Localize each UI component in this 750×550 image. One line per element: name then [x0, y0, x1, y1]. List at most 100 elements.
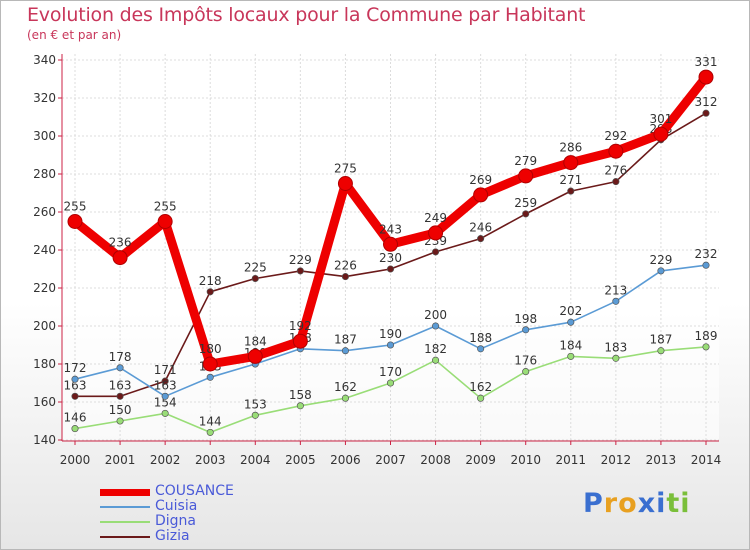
- data-label-cousance: 180: [199, 342, 222, 356]
- data-point-cuisia: [567, 318, 575, 326]
- data-point-gizia: [251, 274, 259, 283]
- data-point-cuisia: [116, 364, 124, 372]
- data-label-cuisia: 232: [695, 247, 718, 261]
- data-label-digna: 176: [514, 354, 537, 368]
- data-point-cousance: [383, 236, 398, 252]
- data-point-cousance: [112, 250, 128, 266]
- data-point-cousance: [518, 168, 534, 184]
- x-tick-label: 2000: [60, 453, 91, 467]
- y-tick-label: 140: [33, 433, 56, 447]
- data-point-gizia: [477, 235, 485, 243]
- logo-letter: x: [637, 488, 657, 519]
- data-point-cousance: [608, 143, 624, 159]
- data-point-gizia: [296, 267, 304, 275]
- data-label-digna: 158: [289, 388, 312, 402]
- data-point-cuisia: [341, 347, 349, 355]
- data-point-cousance: [428, 225, 444, 241]
- x-tick-label: 2007: [375, 453, 406, 467]
- data-label-digna: 146: [64, 411, 87, 425]
- data-label-digna: 189: [695, 329, 718, 343]
- data-label-digna: 154: [154, 395, 177, 409]
- y-tick-label: 160: [33, 395, 56, 409]
- data-point-digna: [477, 394, 485, 402]
- data-point-gizia: [522, 210, 530, 218]
- data-point-digna: [386, 379, 395, 387]
- data-label-cousance: 255: [154, 200, 177, 214]
- data-point-cousance: [698, 69, 714, 85]
- data-point-digna: [432, 356, 440, 364]
- data-label-cousance: 286: [559, 141, 582, 155]
- logo-letter: t: [666, 488, 681, 519]
- legend-swatch-cuisia: [100, 506, 150, 508]
- y-tick-label: 180: [33, 357, 56, 371]
- data-label-gizia: 276: [604, 164, 627, 178]
- x-tick-label: 2014: [691, 453, 722, 467]
- legend-swatch-digna: [100, 521, 150, 523]
- data-point-cuisia: [522, 326, 530, 334]
- data-point-gizia: [161, 377, 169, 385]
- data-point-cuisia: [432, 322, 440, 330]
- data-point-gizia: [341, 273, 349, 281]
- chart-title: Evolution des Impôts locaux pour la Comm…: [27, 4, 586, 26]
- data-point-cousance: [337, 176, 353, 191]
- y-tick-label: 280: [33, 167, 56, 181]
- x-tick-label: 2005: [285, 453, 316, 467]
- data-label-gizia: 312: [695, 95, 718, 109]
- data-label-gizia: 163: [64, 378, 87, 392]
- x-tick-label: 2008: [420, 453, 451, 467]
- data-point-digna: [296, 402, 304, 410]
- data-point-cuisia: [702, 261, 710, 269]
- data-point-gizia: [702, 109, 710, 117]
- data-label-cuisia: 178: [109, 350, 132, 364]
- data-point-cousance: [247, 348, 263, 364]
- data-label-digna: 170: [379, 365, 402, 379]
- data-label-gizia: 246: [469, 221, 492, 235]
- data-label-cousance: 236: [109, 236, 132, 250]
- y-tick-label: 320: [33, 91, 56, 105]
- data-label-cousance: 255: [64, 200, 87, 214]
- data-point-cuisia: [657, 267, 665, 275]
- data-point-cousance: [563, 155, 579, 171]
- x-tick-label: 2004: [240, 453, 271, 467]
- data-point-gizia: [71, 392, 79, 400]
- data-point-cousance: [292, 333, 308, 349]
- data-label-cuisia: 200: [424, 308, 447, 322]
- data-label-gizia: 271: [559, 173, 582, 187]
- data-point-digna: [702, 343, 710, 351]
- data-label-digna: 184: [559, 338, 582, 352]
- logo-letter: r: [603, 488, 619, 519]
- data-label-digna: 150: [109, 403, 132, 417]
- y-tick-label: 300: [33, 129, 56, 143]
- legend-item-gizia: Gizia: [100, 528, 320, 545]
- data-label-digna: 162: [334, 380, 357, 394]
- data-label-cousance: 301: [649, 112, 672, 126]
- data-point-gizia: [567, 187, 575, 195]
- legend-swatch-gizia: [100, 536, 150, 538]
- data-label-cousance: 269: [469, 173, 492, 187]
- data-label-cuisia: 187: [334, 333, 357, 347]
- data-label-cuisia: 198: [514, 312, 537, 326]
- logo-letter: o: [618, 488, 638, 519]
- legend-swatch-cousance: [100, 489, 150, 496]
- data-label-gizia: 226: [334, 259, 357, 273]
- data-point-digna: [206, 428, 214, 436]
- y-tick-label: 340: [33, 53, 56, 67]
- x-tick-label: 2003: [195, 453, 226, 467]
- data-label-cuisia: 172: [64, 361, 87, 375]
- data-label-digna: 182: [424, 342, 447, 356]
- data-point-digna: [116, 417, 124, 425]
- data-label-digna: 187: [649, 333, 672, 347]
- data-point-cuisia: [206, 373, 214, 381]
- data-point-cuisia: [612, 297, 620, 305]
- data-label-cousance: 249: [424, 211, 447, 225]
- logo-letter: i: [656, 488, 667, 519]
- data-label-cuisia: 229: [649, 253, 672, 267]
- data-point-cousance: [157, 214, 173, 229]
- data-point-cousance: [202, 356, 218, 372]
- legend-label-digna: Digna: [155, 513, 197, 529]
- y-tick-label: 260: [33, 205, 56, 219]
- data-label-cuisia: 188: [469, 331, 492, 345]
- data-label-gizia: 259: [514, 196, 537, 210]
- data-label-cousance: 243: [379, 222, 402, 236]
- data-point-cousance: [67, 214, 83, 229]
